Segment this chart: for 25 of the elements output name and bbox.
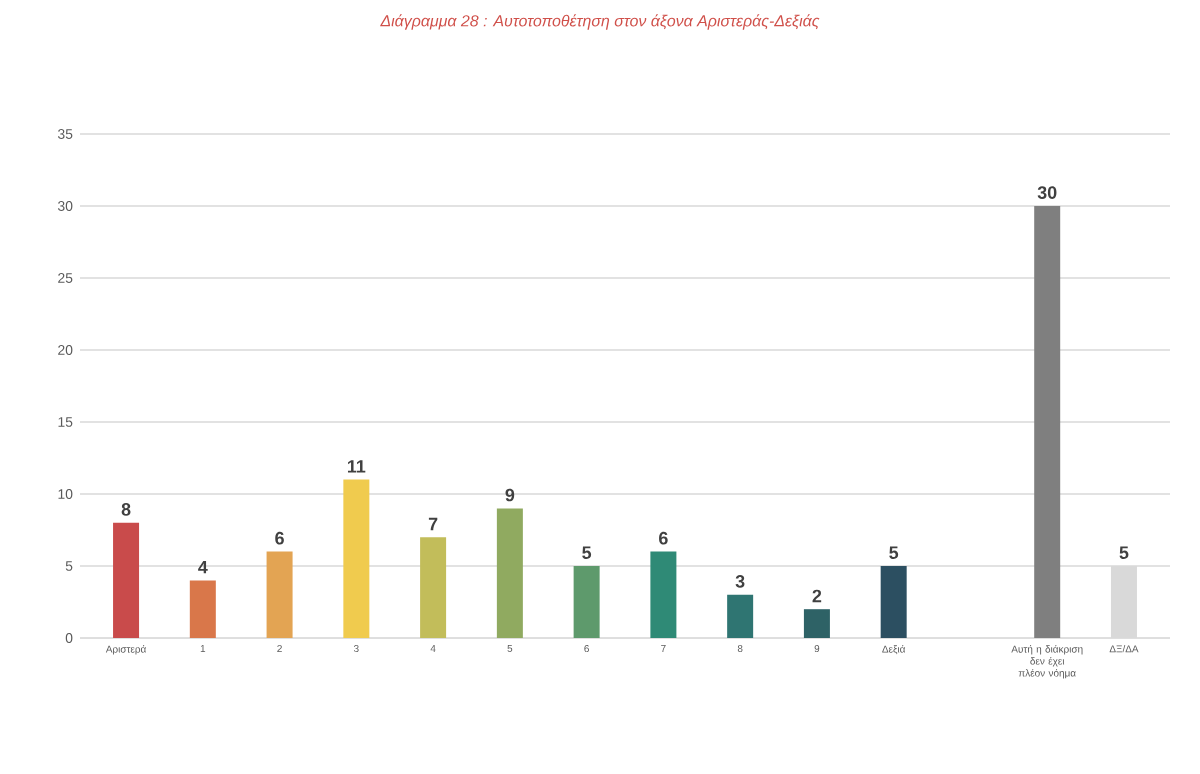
data-label: 5	[889, 546, 899, 559]
bar	[189, 580, 216, 638]
data-label: 6	[659, 531, 668, 545]
data-label: 11	[347, 460, 366, 473]
data-label: 5	[1119, 546, 1129, 559]
data-label: 2	[812, 589, 822, 603]
bar	[1034, 206, 1061, 638]
bar	[880, 566, 907, 638]
data-label: 30	[1037, 186, 1057, 199]
bar	[496, 508, 523, 638]
bar	[266, 551, 293, 638]
bar	[343, 479, 370, 638]
bar	[420, 537, 447, 638]
bar	[650, 551, 677, 638]
data-label: 8	[121, 503, 131, 516]
data-label: 3	[735, 575, 745, 588]
bar	[573, 566, 600, 638]
bar	[727, 594, 754, 638]
data-label: 4	[198, 561, 208, 574]
data-label: 6	[275, 531, 284, 545]
data-label: 5	[582, 546, 592, 559]
data-label: 7	[428, 517, 438, 531]
data-label: 9	[505, 488, 515, 502]
bar	[803, 609, 830, 638]
bar	[113, 522, 140, 638]
